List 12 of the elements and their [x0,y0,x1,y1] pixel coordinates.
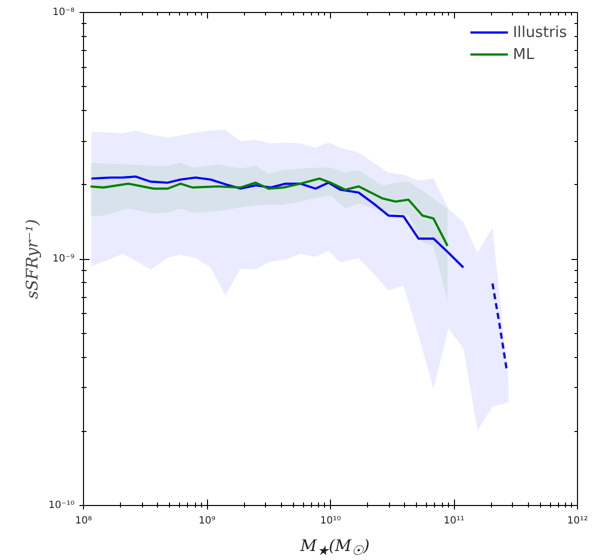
x-tick-label: 10¹¹ [444,516,464,526]
x-axis-title: M$_{★}$(M$_{☉}$) [300,536,370,560]
legend-label: Illustris [512,23,567,41]
x-tick-label: 10¹² [567,516,588,526]
y-tick-label: 10⁻⁹ [52,254,75,264]
legend-label: ML [512,45,534,63]
y-tick-label: 10⁻⁸ [52,7,75,18]
x-tick-label: 10⁸ [75,516,92,526]
y-tick-label: 10⁻¹⁰ [48,500,75,511]
x-tick-label: 10⁹ [198,516,216,526]
x-tick-label: 10¹⁰ [320,516,341,526]
y-axis-title: sSFRyr⁻¹) [22,219,42,299]
